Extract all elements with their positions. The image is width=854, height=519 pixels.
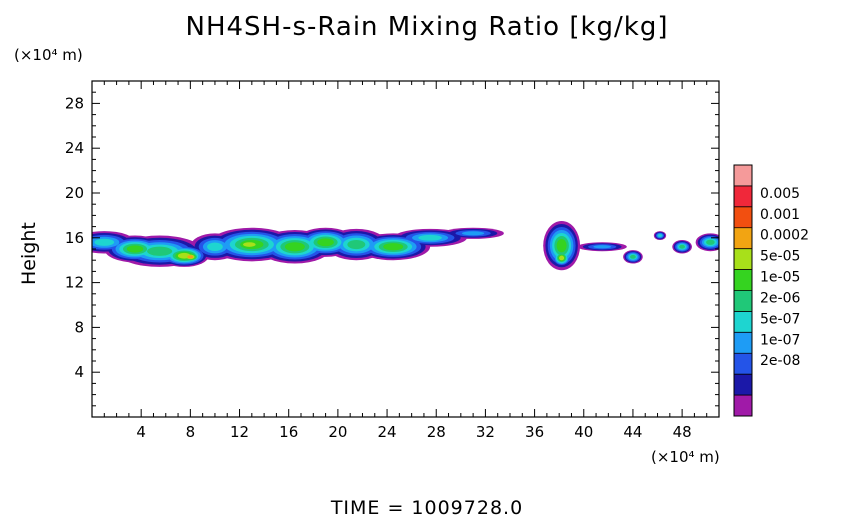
- field-contour-17-5: [630, 254, 636, 259]
- x-tick-label-4: 4: [136, 423, 146, 441]
- x-tick-label-32: 32: [476, 423, 495, 441]
- field-contour-16-3: [593, 245, 612, 249]
- colorbar-swatch-2: [734, 353, 752, 375]
- x-tick-label-28: 28: [427, 423, 446, 441]
- x-tick-label-16: 16: [279, 423, 298, 441]
- field-contour-0-4: [94, 238, 115, 246]
- field-contour-2-5: [147, 246, 173, 256]
- colorbar-swatch-7: [734, 248, 752, 270]
- field-contour-9-6: [317, 238, 334, 247]
- x-tick-label-24: 24: [378, 423, 397, 441]
- colorbar-label-4: 1e-05: [760, 270, 800, 286]
- x-tick-label-36: 36: [525, 423, 544, 441]
- y-tick-label-8: 8: [74, 318, 84, 336]
- field-contour-15-7: [559, 255, 565, 261]
- colorbar-swatch-1: [734, 374, 752, 396]
- field-contour-19-5: [679, 244, 685, 249]
- colorbar-label-5: 2e-06: [760, 290, 800, 306]
- colorbar-swatch-6: [734, 269, 752, 291]
- field-contour-5-4: [207, 242, 223, 252]
- x-tick-label-48: 48: [673, 423, 692, 441]
- field-contour-1-6: [126, 245, 144, 253]
- colorbar-swatch-4: [734, 311, 752, 333]
- colorbar-frame: [733, 164, 753, 417]
- x-tick-label-20: 20: [328, 423, 347, 441]
- y-tick-label-4: 4: [74, 363, 84, 381]
- colorbar-label-7: 1e-07: [760, 332, 800, 348]
- colorbar: 0.005 0.001 0.0002 5e-05 1e-05 2e-06 5e-07 1e-0…: [733, 164, 809, 417]
- colorbar-label-6: 5e-07: [760, 311, 800, 327]
- colorbar-label-8: 2e-08: [760, 353, 800, 369]
- x-tick-label-12: 12: [230, 423, 249, 441]
- x-tick-label-40: 40: [574, 423, 593, 441]
- colorbar-swatch-3: [734, 332, 752, 354]
- x-tick-label-8: 8: [186, 423, 196, 441]
- field-contour-7-7: [243, 242, 256, 247]
- y-axis-unit: (×10⁴ m): [14, 46, 83, 64]
- y-tick-label-20: 20: [65, 184, 84, 202]
- colorbar-swatch-9: [734, 206, 752, 228]
- field-contour-8-6: [284, 242, 305, 252]
- field-contour-14-6: [556, 238, 567, 253]
- field-contour-4-8: [187, 255, 194, 259]
- field-contour-11-6: [383, 243, 404, 251]
- colorbar-swatch-0: [734, 395, 752, 416]
- colorbar-swatch-10: [734, 185, 752, 207]
- colorbar-swatch-5: [734, 290, 752, 312]
- y-tick-label-28: 28: [65, 94, 84, 112]
- colorbar-label-2: 0.0002: [760, 228, 809, 244]
- time-label: TIME = 1009728.0: [330, 497, 524, 519]
- x-tick-label-44: 44: [623, 423, 642, 441]
- field-contour-10-5: [347, 239, 366, 250]
- field-contour-12-4: [418, 234, 442, 241]
- colorbar-label-0: 0.005: [760, 186, 800, 202]
- chart-title: NH4SH-s-Rain Mixing Ratio [kg/kg]: [185, 12, 669, 42]
- colorbar-label-1: 0.001: [760, 207, 800, 223]
- y-tick-label-24: 24: [65, 139, 84, 157]
- y-tick-label-12: 12: [65, 274, 84, 292]
- colorbar-swatch-8: [734, 227, 752, 249]
- field-contour-18-4: [658, 234, 662, 237]
- field-contour-13-3: [461, 231, 485, 236]
- mixing-ratio-field: [92, 221, 719, 271]
- y-tick-label-16: 16: [65, 229, 84, 247]
- colorbar-label-3: 5e-05: [760, 249, 800, 265]
- colorbar-swatch-11: [734, 165, 752, 186]
- x-axis-unit: (×10⁴ m): [651, 448, 720, 466]
- field-contour-20-5: [706, 239, 715, 245]
